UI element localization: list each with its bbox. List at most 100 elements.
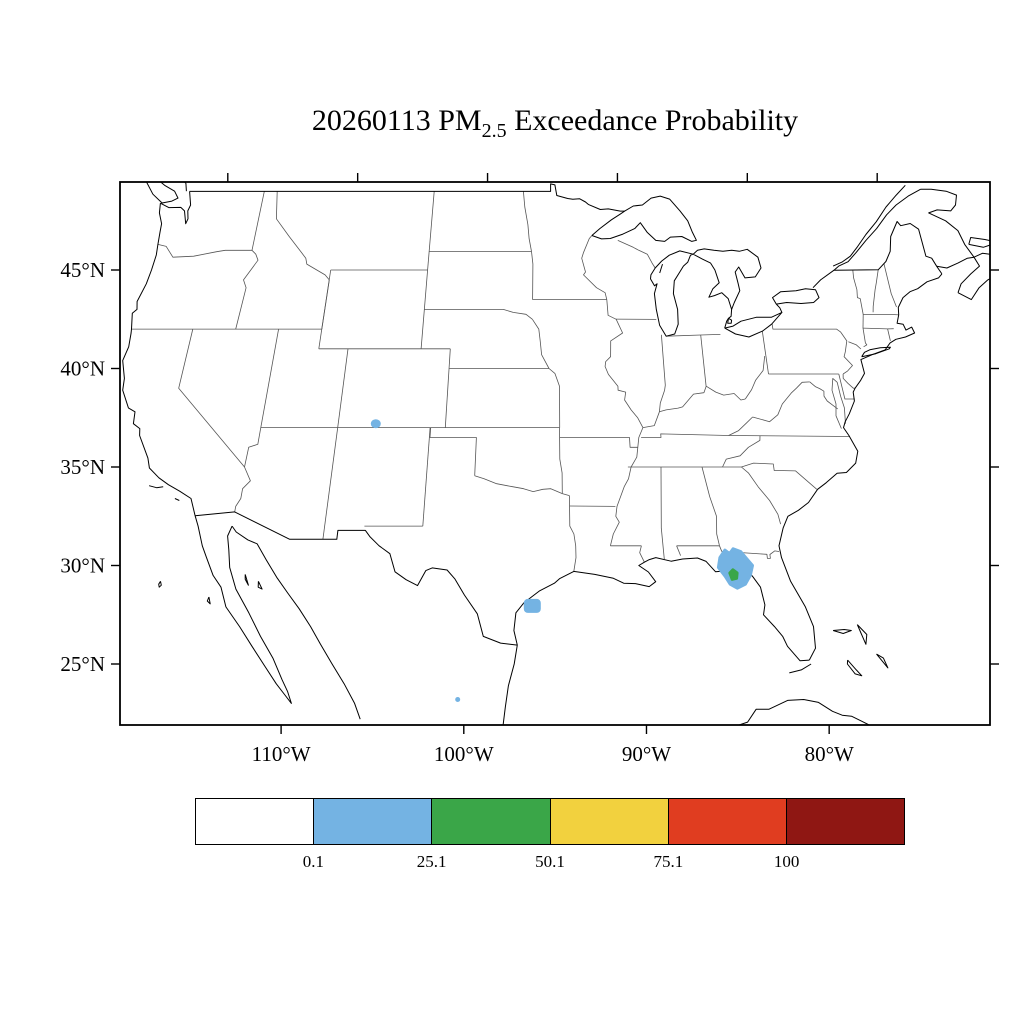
state-border bbox=[559, 427, 563, 494]
state-border bbox=[562, 493, 570, 496]
state-border bbox=[234, 466, 251, 512]
lake-outline bbox=[659, 263, 663, 274]
state-border bbox=[429, 427, 477, 476]
state-border bbox=[610, 427, 644, 546]
state-border bbox=[337, 348, 349, 428]
state-border bbox=[321, 279, 330, 330]
coastline bbox=[183, 182, 187, 192]
state-border bbox=[235, 250, 259, 330]
colorbar-cell-3 bbox=[550, 799, 669, 844]
map-frame bbox=[119, 181, 991, 726]
state-borders bbox=[131, 191, 899, 572]
lat-tick-label: 45°N bbox=[60, 258, 105, 282]
state-border bbox=[838, 373, 855, 400]
coastline bbox=[876, 653, 889, 669]
figure-title: 20260113 PM2.5 Exceedance Probability bbox=[120, 104, 990, 143]
texas-gulf-coast-patch bbox=[523, 598, 541, 613]
lat-tick-label: 40°N bbox=[60, 357, 105, 381]
state-border bbox=[444, 348, 451, 428]
title-prefix: 20260113 PM bbox=[311, 104, 482, 137]
lon-tick-label: 90°W bbox=[622, 742, 671, 766]
state-border bbox=[741, 466, 781, 525]
lake-outline bbox=[650, 250, 694, 337]
state-border bbox=[831, 378, 846, 429]
colorbar-cell-5 bbox=[786, 799, 905, 844]
state-border bbox=[659, 334, 666, 412]
axis-ticks bbox=[111, 173, 999, 734]
colorbar bbox=[195, 798, 905, 845]
state-border bbox=[559, 437, 638, 448]
coastlines bbox=[122, 182, 990, 725]
colorbar-tick-label: 50.1 bbox=[535, 852, 565, 871]
state-border bbox=[420, 269, 428, 349]
coastline bbox=[206, 596, 211, 605]
coastline bbox=[513, 557, 810, 662]
state-border bbox=[887, 328, 891, 341]
state-border bbox=[744, 356, 766, 400]
state-border bbox=[862, 327, 894, 330]
title-subscript: 2.5 bbox=[481, 120, 507, 142]
state-border bbox=[523, 191, 532, 252]
state-border bbox=[771, 323, 853, 375]
coastline bbox=[968, 237, 990, 248]
lake-outlines bbox=[591, 195, 820, 338]
coastline bbox=[122, 203, 196, 516]
coastline bbox=[244, 574, 249, 586]
southern-colorado-spot bbox=[370, 419, 381, 429]
lake-outline bbox=[692, 248, 762, 310]
axis-labels: 25°N 30°N 35°N 40°N 45°N 110°W 100°W 90°W 80°W bbox=[60, 258, 854, 766]
state-border bbox=[666, 334, 721, 337]
coastline bbox=[789, 663, 812, 674]
state-border bbox=[752, 381, 810, 423]
coastline bbox=[936, 256, 975, 269]
state-border bbox=[617, 240, 656, 269]
colorbar-cell-2 bbox=[432, 799, 551, 844]
state-border bbox=[761, 331, 767, 356]
coastline bbox=[832, 184, 906, 267]
coastline bbox=[257, 581, 263, 590]
lat-tick-label: 25°N bbox=[60, 652, 105, 676]
state-border bbox=[848, 341, 862, 350]
colorbar-labels: 0.1 25.1 50.1 75.1 100 bbox=[0, 852, 1024, 876]
lon-tick-label: 100°W bbox=[434, 742, 494, 766]
lake-outline bbox=[727, 317, 733, 324]
state-border bbox=[728, 416, 753, 436]
state-border bbox=[260, 329, 279, 428]
coastline bbox=[957, 252, 990, 301]
state-border bbox=[722, 435, 761, 468]
coastline bbox=[194, 515, 292, 704]
state-border bbox=[532, 319, 550, 369]
state-border bbox=[676, 545, 681, 556]
state-border bbox=[862, 328, 868, 348]
state-border bbox=[424, 309, 533, 320]
state-border bbox=[660, 466, 665, 560]
coastline bbox=[846, 659, 863, 677]
lake-outline bbox=[775, 303, 783, 313]
state-border bbox=[842, 373, 856, 389]
state-border bbox=[422, 427, 431, 527]
coastline bbox=[861, 346, 891, 358]
coastline bbox=[195, 511, 518, 646]
state-border bbox=[701, 466, 720, 546]
lake-outline bbox=[772, 288, 820, 305]
coastline bbox=[145, 182, 179, 204]
state-border bbox=[569, 495, 577, 572]
coastline bbox=[920, 188, 975, 258]
state-border bbox=[548, 368, 561, 428]
coastline bbox=[778, 273, 943, 661]
state-border bbox=[276, 191, 330, 281]
colorbar-tick-label: 75.1 bbox=[653, 852, 684, 871]
colorbar-tick-label: 25.1 bbox=[416, 852, 447, 871]
lake-outline bbox=[591, 195, 697, 242]
lon-tick-label: 80°W bbox=[805, 742, 854, 766]
northeast-mexico-spot bbox=[455, 697, 461, 702]
lat-tick-label: 35°N bbox=[60, 455, 105, 479]
state-border bbox=[244, 427, 262, 468]
coastline bbox=[812, 221, 943, 289]
map-interior bbox=[122, 182, 990, 725]
state-border bbox=[639, 545, 645, 563]
state-border bbox=[581, 235, 608, 300]
state-border bbox=[872, 269, 879, 313]
state-border bbox=[531, 251, 534, 300]
